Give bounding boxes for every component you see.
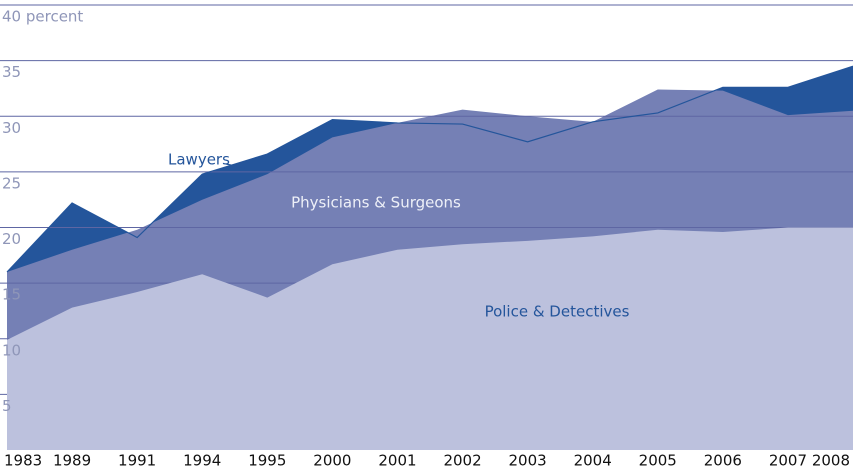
y-tick-label: 25	[2, 174, 21, 192]
y-tick-label: 15	[2, 286, 21, 304]
x-tick-label: 2001	[378, 452, 416, 468]
series-label: Lawyers	[168, 151, 230, 169]
x-tick-label: 1983	[4, 452, 42, 468]
x-tick-label: 2000	[313, 452, 351, 468]
x-tick-label: 2006	[704, 452, 742, 468]
x-tick-label: 1989	[53, 452, 91, 468]
series-label: Physicians & Surgeons	[291, 194, 461, 212]
y-tick-label: 20	[2, 230, 21, 248]
x-tick-label: 2008	[812, 452, 850, 468]
x-tick-label: 2004	[574, 452, 612, 468]
x-tick-label: 2002	[443, 452, 481, 468]
x-tick-label: 1995	[248, 452, 286, 468]
series-label: Police & Detectives	[485, 303, 630, 321]
x-tick-label: 1994	[183, 452, 221, 468]
line	[6, 65, 853, 273]
x-tick-label: 2003	[509, 452, 547, 468]
y-tick-label: 10	[2, 341, 21, 359]
y-tick-label: 35	[2, 63, 21, 81]
y-tick-label: 40 percent	[2, 8, 83, 26]
x-tick-label: 2007	[769, 452, 807, 468]
area	[7, 227, 853, 450]
x-tick-label: 1991	[118, 452, 156, 468]
x-tick-label: 2005	[639, 452, 677, 468]
y-tick-label: 5	[2, 397, 12, 415]
y-tick-label: 30	[2, 119, 21, 137]
leader-line	[225, 163, 246, 169]
